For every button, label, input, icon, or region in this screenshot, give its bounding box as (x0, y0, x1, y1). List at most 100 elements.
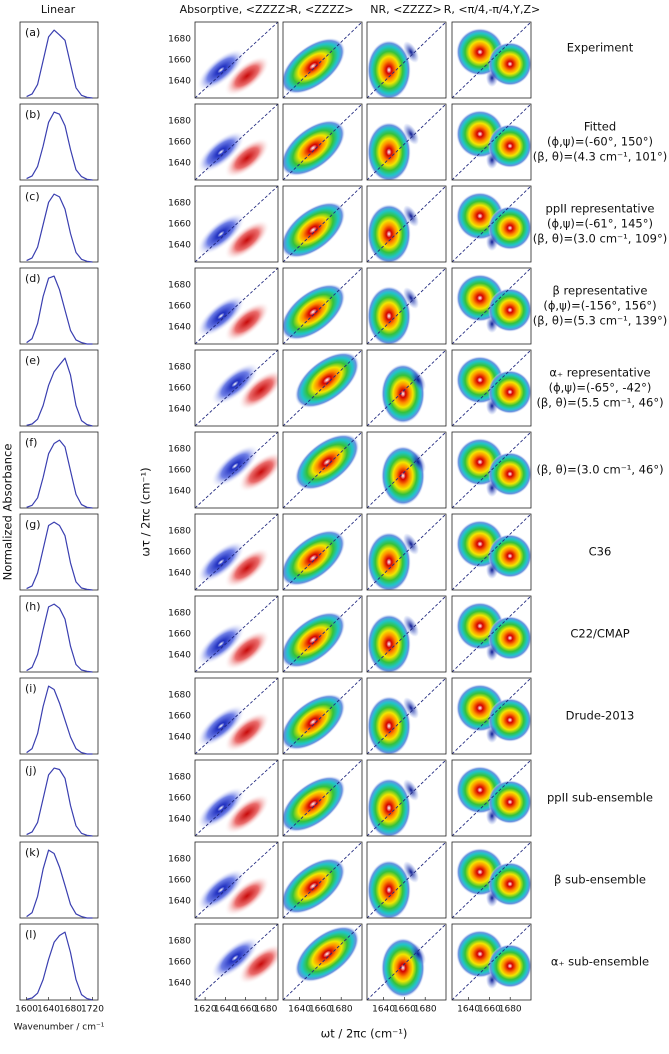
positive-peak (224, 875, 270, 917)
diagonal (367, 268, 446, 344)
spectrum-2d (452, 432, 531, 508)
absorbance-line (26, 767, 93, 837)
row-label: Fitted (584, 120, 616, 134)
absorbance-line (26, 29, 93, 99)
cross-peak (410, 369, 426, 391)
diagonal (367, 924, 446, 1000)
diagonal (452, 432, 531, 508)
row-label: α₊ sub-ensemble (551, 955, 649, 969)
spectrum-2d (367, 22, 446, 98)
cross-peak (403, 41, 419, 63)
row-tag: (l) (25, 928, 37, 941)
cross-peak (403, 533, 419, 555)
y-tick-label: 1660 (168, 384, 191, 394)
diagonal (367, 678, 446, 754)
peak (488, 452, 531, 496)
panel-frame (282, 595, 363, 673)
positive-peak (224, 711, 270, 753)
panel-frame (451, 267, 532, 345)
spectrum-2d (452, 514, 531, 590)
row-tag: (h) (25, 600, 41, 613)
y-tick-label: 1680 (168, 608, 191, 618)
peak (367, 614, 411, 672)
panel-frame (194, 841, 279, 919)
y-tick-label: 1660 (168, 958, 191, 968)
positive-peak (238, 943, 278, 985)
y-tick-label: 1640 (168, 405, 191, 415)
panel-frame (451, 103, 532, 181)
panel-frame (451, 513, 532, 591)
diagonal (195, 924, 278, 1000)
diagonal (283, 514, 362, 590)
spectrum-2d (195, 104, 278, 180)
diagonal (283, 350, 362, 426)
y-tick-label: 1660 (168, 138, 191, 148)
spectrum-2d (367, 432, 446, 508)
diagonal (452, 514, 531, 590)
panel-frame (282, 185, 363, 263)
diagonal (367, 432, 446, 508)
diagonal (283, 186, 362, 262)
peak (488, 780, 531, 824)
panel-frame (451, 759, 532, 837)
spectrum-2d (367, 678, 446, 754)
panel-frame (282, 21, 363, 99)
x-tick-label: 1660 (393, 1005, 416, 1015)
panel-frame (194, 349, 279, 427)
absorbance-line (26, 603, 93, 673)
panel-frame (19, 677, 99, 755)
positive-peak (224, 137, 270, 179)
panel-frame (366, 103, 447, 181)
diagonal (452, 350, 531, 426)
y-tick-label: 1660 (168, 712, 191, 722)
row-label: (ϕ,ψ)=(-61°, 145°) (547, 217, 653, 231)
panel-frame (451, 431, 532, 509)
spectrum-2d (452, 104, 531, 180)
panel-frame (282, 759, 363, 837)
y-tick-label: 1660 (168, 794, 191, 804)
spectrum-2d (452, 186, 531, 262)
spectrum-2d (367, 186, 446, 262)
row-label: (ϕ,ψ)=(-65°, -42°) (549, 381, 652, 395)
cross-peak (403, 123, 419, 145)
peak (367, 532, 411, 590)
negative-peak (196, 704, 246, 748)
cross-peak (410, 943, 426, 965)
cross-peak (486, 725, 498, 743)
negative-peak (196, 48, 246, 92)
cross-peak (486, 971, 498, 989)
peak (488, 206, 531, 250)
y-tick-label: 1660 (168, 548, 191, 558)
diagonal (195, 268, 278, 344)
column-header: Absorptive, <ZZZZ> (180, 3, 295, 16)
row-label: (ϕ,ψ)=(-156°, 156°) (543, 299, 656, 313)
peak (367, 204, 411, 262)
row-label: Experiment (567, 41, 634, 55)
diagonal (195, 186, 278, 262)
diagonal (283, 924, 362, 1000)
panel-frame (366, 185, 447, 263)
negative-peak (196, 868, 246, 912)
diagonal (195, 22, 278, 98)
diagonal (367, 104, 446, 180)
panel-frame (194, 923, 279, 1001)
panel-frame (19, 103, 99, 181)
negative-peak (196, 212, 246, 256)
y-tick-label: 1640 (168, 77, 191, 87)
negative-peak (210, 444, 260, 488)
diagonal (195, 678, 278, 754)
x-tick-label: 1600 (15, 1005, 38, 1015)
diagonal (283, 104, 362, 180)
row-tag: (i) (25, 682, 37, 695)
panel-frame (282, 513, 363, 591)
spectrum-2d (195, 924, 278, 1000)
panel-frame (451, 923, 532, 1001)
peak (367, 40, 411, 98)
x-tick-label: 1660 (478, 1005, 501, 1015)
spectrum-2d (283, 104, 362, 180)
diagonal (452, 678, 531, 754)
cross-peak (486, 233, 498, 251)
spectrum-2d (283, 268, 362, 344)
spectrum-2d (195, 678, 278, 754)
